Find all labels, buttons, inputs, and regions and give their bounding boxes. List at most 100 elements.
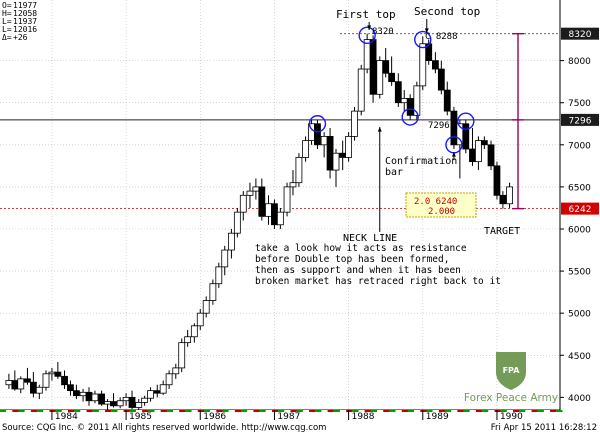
y-tick-label: 7000 — [568, 141, 591, 151]
neck-line-body-4: broken market has retraced right back to… — [255, 276, 501, 287]
x-strip-segment — [346, 410, 353, 412]
x-strip-segment — [550, 410, 557, 412]
x-axis-strip — [0, 410, 563, 412]
x-strip-segment — [395, 410, 402, 412]
x-strip-segment — [135, 410, 143, 412]
x-strip-segment — [241, 410, 248, 412]
footer-source: Source: CQG Inc. © 2011 All rights reser… — [2, 423, 326, 433]
x-strip-segment — [203, 410, 211, 412]
candle-down — [480, 140, 488, 146]
x-strip-segment — [173, 410, 180, 412]
x-strip-segment — [543, 410, 551, 412]
x-strip-segment — [271, 410, 279, 412]
candle-up — [172, 367, 180, 375]
candle-up — [506, 186, 513, 205]
candle-up — [147, 390, 154, 399]
candle-down — [128, 396, 136, 408]
candle-down — [382, 60, 390, 74]
candle-up — [320, 135, 328, 146]
x-strip-segment — [265, 410, 272, 412]
price-tag-label: 6242 — [569, 205, 592, 215]
x-strip-segment — [290, 410, 297, 412]
candle-down — [85, 391, 93, 402]
candle-up — [400, 98, 408, 104]
x-axis-ticks: 1984 1985 1986 1987 1988 1989 1990 — [51, 410, 523, 422]
second-top-label: Second top — [414, 5, 480, 18]
candle-up — [91, 393, 99, 402]
x-strip-segment — [531, 410, 538, 412]
candle-up — [215, 266, 223, 285]
x-strip-segment — [519, 410, 526, 412]
price-tag-7296 — [561, 113, 599, 126]
x-strip-segment — [438, 410, 446, 412]
x-strip-segment — [321, 410, 328, 412]
x-tick-label: 1990 — [500, 412, 523, 422]
neck-line-body-3: then as support and when it has been — [255, 265, 461, 276]
fpa-brand-text: Forex Peace Army — [464, 392, 558, 404]
fpa-badge-icon — [496, 352, 526, 390]
candle-up — [209, 283, 217, 301]
candle-down — [437, 68, 445, 91]
circle-second-top — [414, 30, 432, 49]
x-strip-segment — [358, 410, 365, 412]
x-strip-segment — [216, 410, 223, 412]
x-strip-segment — [482, 410, 489, 412]
candle-down — [462, 123, 470, 150]
x-strip-segment — [352, 410, 359, 412]
x-strip-segment — [210, 410, 217, 412]
candle-down — [487, 144, 495, 167]
candle-down — [394, 81, 402, 104]
neck-line-title: NECK LINE — [343, 233, 397, 244]
x-strip-segment — [30, 410, 38, 412]
circle-left-shoulder — [308, 115, 327, 133]
candle-up — [351, 110, 358, 137]
target-label: TARGET — [484, 226, 520, 237]
x-strip-segment — [420, 410, 427, 412]
x-strip-segment — [160, 410, 167, 412]
x-strip-segment — [426, 410, 433, 412]
candle-up — [276, 211, 284, 226]
fib-box-line1: 2.0 6240 — [414, 197, 457, 207]
x-strip-segment — [148, 410, 155, 412]
price-tags: 8320 7296 6242 — [561, 27, 599, 215]
x-tick-label: 1984 — [55, 412, 78, 422]
x-strip-segment — [197, 410, 204, 412]
candle-up — [116, 400, 124, 407]
candle-down — [29, 381, 37, 394]
x-strip-segment — [92, 410, 99, 412]
candle-down — [110, 401, 117, 407]
candle-up — [228, 232, 235, 251]
candle-up — [345, 135, 353, 158]
x-strip-segment — [234, 410, 242, 412]
ohlc-value: 11977 — [13, 1, 37, 10]
x-strip-segment — [37, 410, 44, 412]
candle-down — [67, 384, 74, 392]
y-axis-ticks: 4000 4500 5000 5500 6000 6500 7000 7500 8000 — [560, 57, 591, 404]
candle-up — [184, 336, 192, 344]
ohlc-value: 11937 — [13, 17, 37, 26]
x-strip-segment — [55, 410, 62, 412]
candle-down — [339, 152, 347, 158]
y-tick-label: 6500 — [568, 183, 591, 193]
x-strip-segment — [259, 410, 266, 412]
x-strip-segment — [154, 410, 161, 412]
x-strip-segment — [253, 410, 260, 412]
candle-down — [388, 72, 396, 83]
x-strip-segment — [117, 410, 124, 412]
fpa-badge-text: FPA — [503, 366, 521, 375]
candle-up — [135, 402, 143, 408]
x-strip-segment — [296, 410, 303, 412]
x-strip-segment — [463, 410, 470, 412]
y-tick-label: 6000 — [568, 225, 591, 235]
x-strip-segment — [309, 410, 316, 412]
fib-box-line2: 2.000 — [428, 207, 455, 217]
x-strip-segment — [111, 410, 118, 412]
arrow-first-top-head — [367, 25, 372, 30]
candle-down — [72, 390, 80, 397]
candle-up — [5, 380, 13, 386]
candle-down — [431, 60, 439, 70]
candle-up — [202, 300, 210, 314]
candle-up — [17, 378, 25, 390]
x-strip-segment — [222, 410, 229, 412]
candle-up — [376, 60, 384, 95]
